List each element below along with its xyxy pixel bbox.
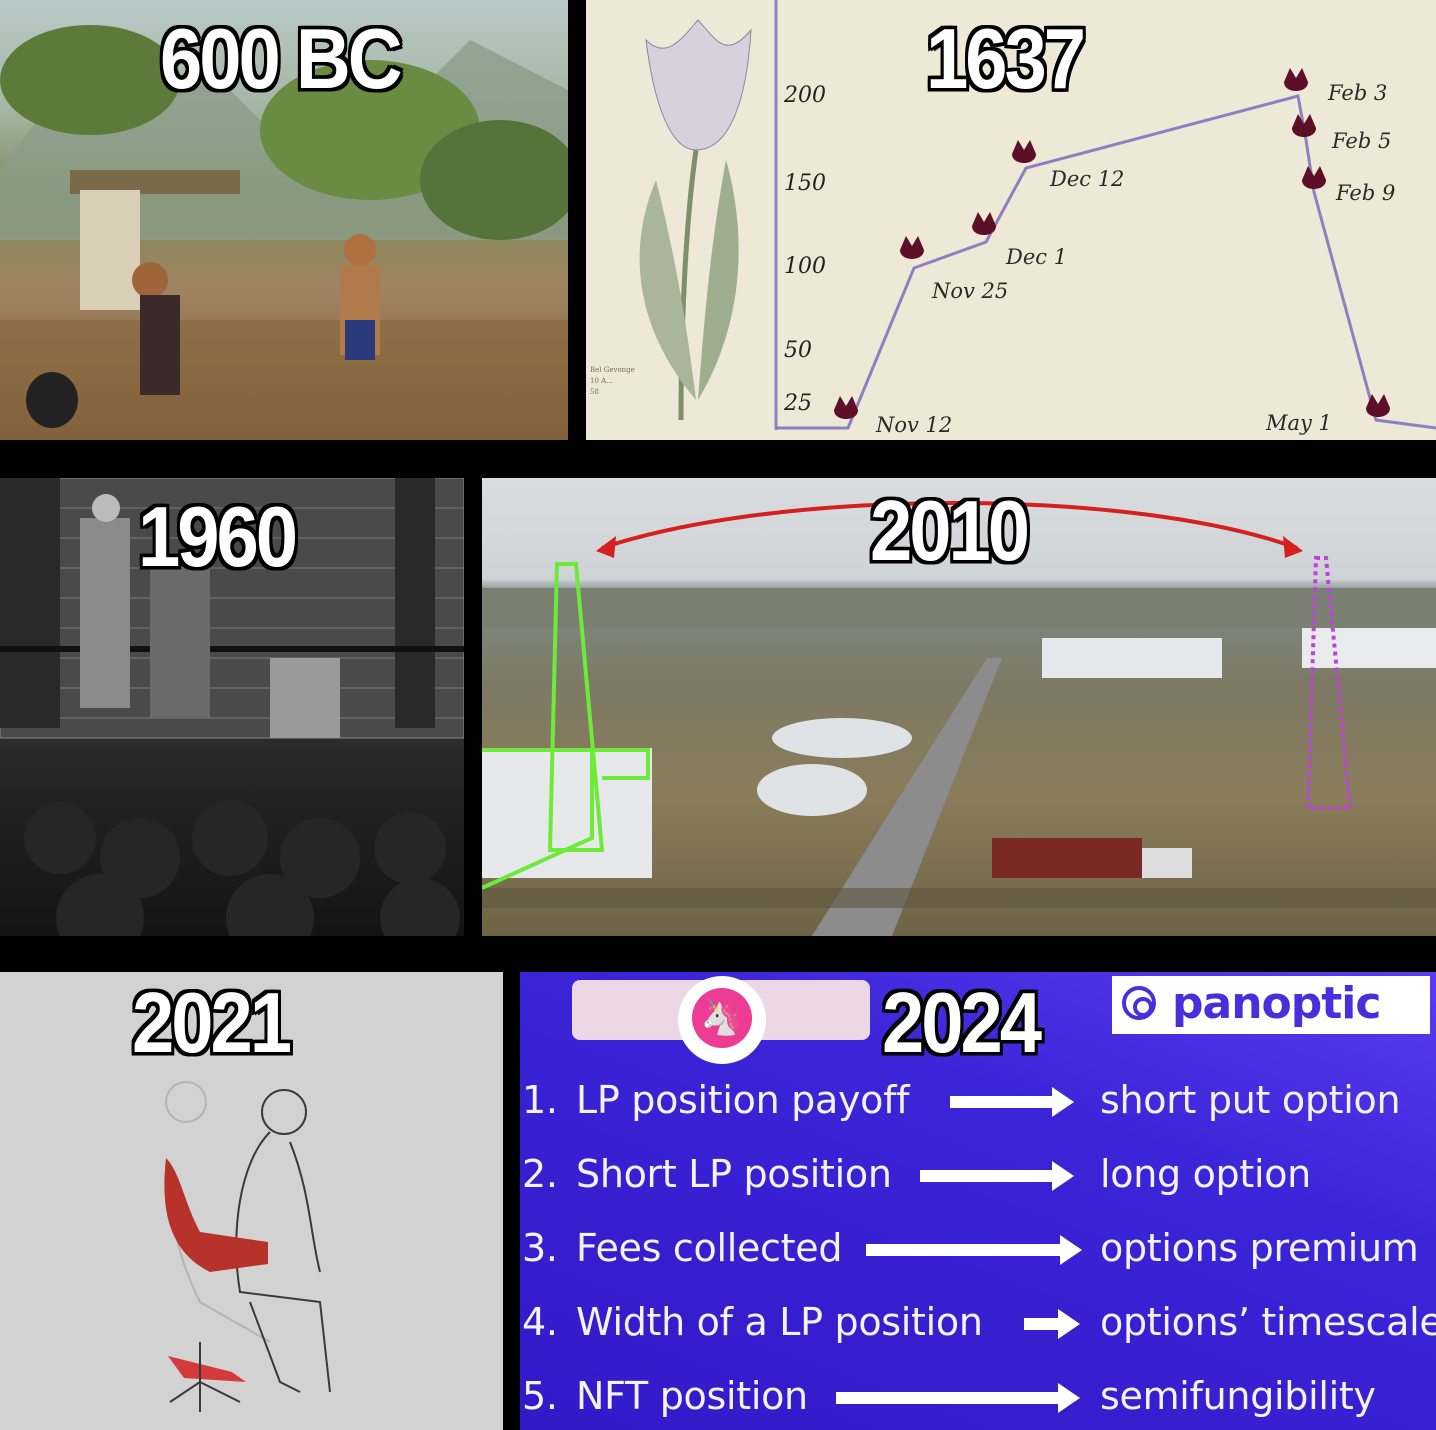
panel-2021: 2021 <box>0 972 503 1430</box>
sketch-illustration <box>164 1081 331 1412</box>
year-label: 600 BC <box>159 11 405 108</box>
y-tick-50: 50 <box>784 338 812 363</box>
y-tick-150: 150 <box>784 171 826 196</box>
caption-line-2: 10 A... <box>590 377 613 385</box>
row-number: 5. <box>522 1374 558 1418</box>
row-left-text: NFT position <box>576 1374 808 1418</box>
tulip-icon <box>1366 394 1390 417</box>
panel-1637: Bel Gevonge 10 A... 58 200 150 100 50 25… <box>586 0 1436 440</box>
caption-line-3: 58 <box>590 388 599 396</box>
row-right-text: semifungibility <box>1100 1374 1376 1418</box>
tulip-icon <box>1302 166 1326 189</box>
y-tick-100: 100 <box>784 254 826 279</box>
tulip-icon <box>900 236 924 259</box>
row-number: 4. <box>522 1300 558 1344</box>
row-left-text: Width of a LP position <box>576 1300 983 1344</box>
panel-2024: panoptic 2024 1. LP position payoff shor… <box>520 972 1436 1430</box>
label-may-1: May 1 <box>1265 411 1332 435</box>
y-tick-25: 25 <box>783 391 812 416</box>
year-label: 2021 <box>130 975 293 1072</box>
tulip-illustration <box>639 19 752 421</box>
label-feb-3: Feb 3 <box>1327 81 1387 105</box>
row-left-text: Fees collected <box>576 1226 843 1270</box>
row-left-text: LP position payoff <box>576 1078 910 1122</box>
tulip-icon <box>1012 140 1036 163</box>
label-nov-12: Nov 12 <box>875 413 952 437</box>
mapping-row: 5. NFT position semifungibility <box>520 1370 1436 1426</box>
label-feb-9: Feb 9 <box>1335 181 1395 205</box>
mapping-row: 4. Width of a LP position options’ times… <box>520 1296 1436 1352</box>
tulip-price-chart: Bel Gevonge 10 A... 58 200 150 100 50 25… <box>590 0 1436 437</box>
label-dec-12: Dec 12 <box>1049 167 1124 191</box>
label-feb-5: Feb 5 <box>1331 129 1391 153</box>
price-line <box>776 94 1436 430</box>
caption-line-1: Bel Gevonge <box>590 366 635 374</box>
tulip-icon <box>1284 68 1308 91</box>
brand-name: panoptic <box>1172 978 1381 1029</box>
arrow-icon <box>866 1235 1082 1265</box>
mapping-row: 2. Short LP position long option <box>520 1148 1436 1204</box>
exchange-floor-photo <box>0 478 464 936</box>
panoptic-logo: panoptic <box>1112 976 1430 1034</box>
panel-600bc: 600 BC <box>0 0 568 440</box>
ghost-tower-outline <box>1305 556 1353 810</box>
arrow-icon <box>1024 1309 1080 1339</box>
row-right-text: options premium <box>1100 1226 1419 1270</box>
year-label: 1637 <box>924 11 1087 108</box>
panoptic-logo-icon <box>1122 986 1156 1020</box>
arrow-icon <box>601 501 1298 550</box>
year-label: 2024 <box>880 975 1043 1072</box>
arrow-icon <box>920 1161 1074 1191</box>
row-right-text: short put option <box>1100 1078 1401 1122</box>
arrow-icon <box>950 1087 1074 1117</box>
y-tick-200: 200 <box>783 83 826 108</box>
arrow-icon <box>836 1383 1080 1413</box>
year-label: 1960 <box>136 489 299 586</box>
row-right-text: long option <box>1100 1152 1311 1196</box>
panel-1960: 1960 <box>0 478 464 936</box>
row-left-text: Short LP position <box>576 1152 892 1196</box>
tower-outline <box>547 562 605 852</box>
row-number: 3. <box>522 1226 558 1270</box>
aerial-field-photo <box>482 501 1436 936</box>
ancient-scene-illustration <box>0 25 568 440</box>
label-nov-25: Nov 25 <box>931 279 1008 303</box>
tulip-markers <box>834 68 1390 419</box>
tulip-icon <box>972 212 996 235</box>
row-number: 1. <box>522 1078 558 1122</box>
mapping-row: 3. Fees collected options premium <box>520 1222 1436 1278</box>
mapping-row: 1. LP position payoff short put option <box>520 1074 1436 1130</box>
tulip-icon <box>834 396 858 419</box>
row-right-text: options’ timescale <box>1100 1300 1436 1344</box>
label-dec-1: Dec 1 <box>1005 245 1067 269</box>
year-label: 2010 <box>868 483 1031 580</box>
row-number: 2. <box>522 1152 558 1196</box>
unicorn-icon <box>678 976 766 1064</box>
panel-2010: 2010 <box>482 478 1436 936</box>
tulip-icon <box>1292 114 1316 137</box>
